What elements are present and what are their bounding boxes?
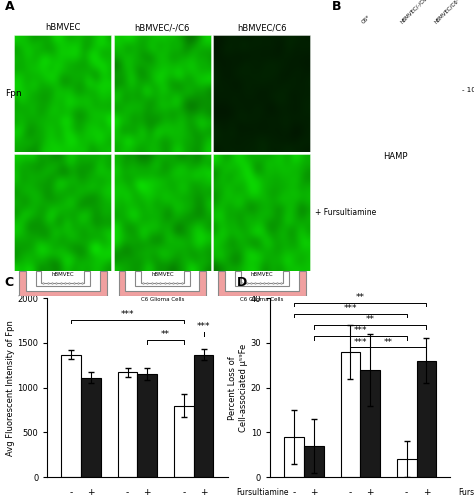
Text: hBMVEC/-/C6*: hBMVEC/-/C6* xyxy=(400,0,430,24)
Text: C: C xyxy=(5,276,14,289)
Text: -: - xyxy=(126,488,129,497)
Text: B: B xyxy=(332,0,341,13)
Text: ***: *** xyxy=(121,310,134,319)
Text: **: ** xyxy=(356,293,365,302)
Text: -: - xyxy=(349,488,352,497)
Bar xyxy=(397,459,417,477)
Polygon shape xyxy=(218,271,306,296)
Bar xyxy=(340,352,360,477)
Text: C6 Glioma Cells: C6 Glioma Cells xyxy=(141,297,184,302)
Text: **: ** xyxy=(161,331,170,339)
Text: D: D xyxy=(237,276,247,289)
Text: hBMVEC/C6*: hBMVEC/C6* xyxy=(433,0,461,24)
Text: HAMP: HAMP xyxy=(383,152,408,162)
Text: C6 Glioma Cells: C6 Glioma Cells xyxy=(240,297,283,302)
Text: hBMVEC: hBMVEC xyxy=(45,23,81,32)
FancyBboxPatch shape xyxy=(346,73,376,107)
Text: hBMVEC/-/C6: hBMVEC/-/C6 xyxy=(135,23,190,32)
Text: Fursultiamine: Fursultiamine xyxy=(459,488,474,497)
Bar xyxy=(137,374,157,477)
Text: hBMVEC: hBMVEC xyxy=(52,272,74,277)
Polygon shape xyxy=(135,271,190,286)
Text: hBMVEC: hBMVEC xyxy=(251,272,273,277)
Polygon shape xyxy=(36,271,90,286)
Y-axis label: Avg Fluorescent Intensity of Fpn: Avg Fluorescent Intensity of Fpn xyxy=(6,320,15,456)
Bar xyxy=(81,378,101,477)
Polygon shape xyxy=(19,271,107,296)
FancyBboxPatch shape xyxy=(418,73,448,107)
Bar xyxy=(194,354,213,477)
Text: +: + xyxy=(87,488,95,497)
Text: -: - xyxy=(182,488,185,497)
Text: hBMVEC: hBMVEC xyxy=(151,272,173,277)
Text: -: - xyxy=(292,488,296,497)
Text: **: ** xyxy=(365,315,374,324)
Text: -: - xyxy=(405,488,408,497)
Text: **: ** xyxy=(384,337,393,346)
Polygon shape xyxy=(235,271,289,286)
Bar xyxy=(62,354,81,477)
Text: ***: *** xyxy=(344,304,357,313)
Text: +: + xyxy=(144,488,151,497)
Text: ***: *** xyxy=(354,327,367,335)
Text: ***: *** xyxy=(197,322,210,331)
Text: -: - xyxy=(70,488,73,497)
Bar xyxy=(118,372,137,477)
Text: +: + xyxy=(423,488,430,497)
Text: Fursultiamine: Fursultiamine xyxy=(236,488,289,497)
Text: + Fursultiamine: + Fursultiamine xyxy=(315,208,376,217)
Y-axis label: Percent Loss of
Cell-associated µ⁵⁹Fe: Percent Loss of Cell-associated µ⁵⁹Fe xyxy=(228,343,248,432)
FancyBboxPatch shape xyxy=(384,73,415,107)
Bar xyxy=(360,370,380,477)
Text: ***: *** xyxy=(354,337,367,346)
Bar xyxy=(284,437,304,477)
Bar xyxy=(417,361,436,477)
Text: +: + xyxy=(366,488,374,497)
Bar xyxy=(304,446,324,477)
Polygon shape xyxy=(118,271,206,296)
Text: hBMVEC/C6: hBMVEC/C6 xyxy=(237,23,287,32)
Bar xyxy=(174,406,194,477)
Text: +: + xyxy=(200,488,207,497)
Text: A: A xyxy=(5,0,14,13)
Text: +: + xyxy=(310,488,318,497)
Text: - 102bp: - 102bp xyxy=(462,87,474,93)
Text: Fpn: Fpn xyxy=(5,88,21,98)
Text: C6*: C6* xyxy=(361,14,372,24)
